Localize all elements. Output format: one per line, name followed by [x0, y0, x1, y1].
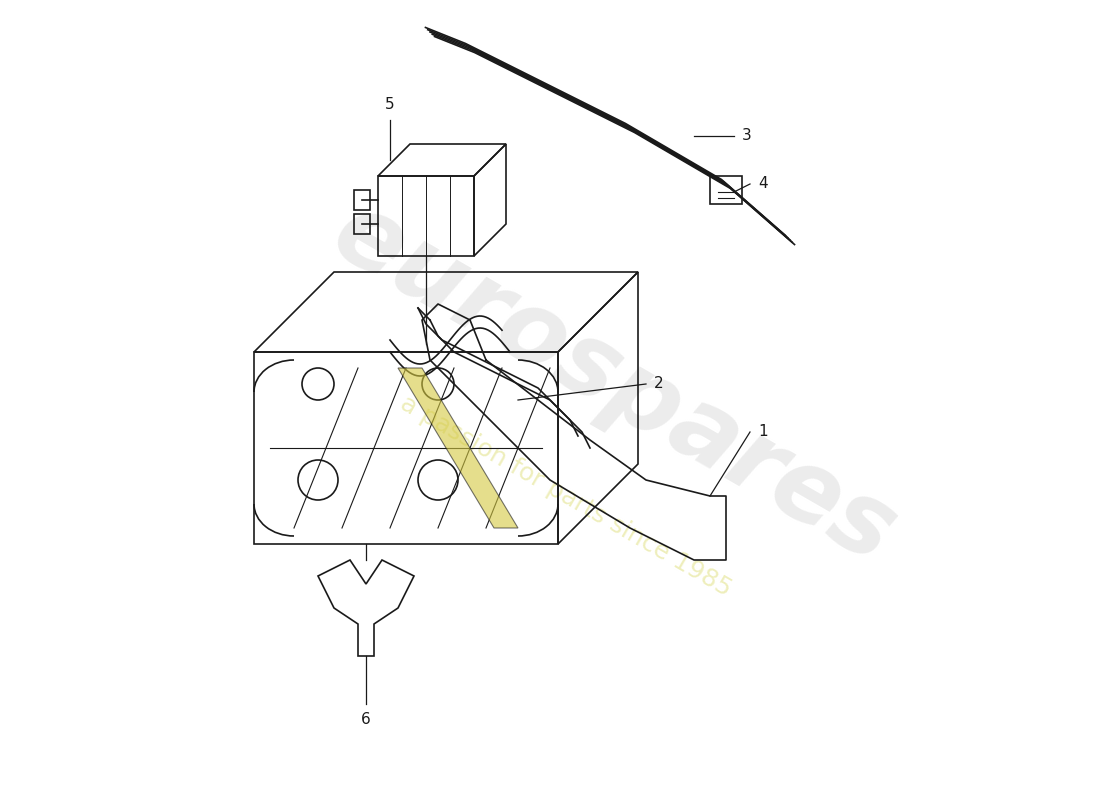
Text: 3: 3	[742, 129, 751, 143]
Polygon shape	[398, 368, 518, 528]
Text: 1: 1	[758, 425, 768, 439]
Text: 4: 4	[758, 177, 768, 191]
Text: a passion for parts since 1985: a passion for parts since 1985	[396, 391, 736, 601]
Text: 5: 5	[385, 97, 395, 112]
Text: eurospares: eurospares	[316, 184, 912, 584]
Text: 6: 6	[361, 712, 371, 727]
Text: 2: 2	[654, 377, 663, 391]
